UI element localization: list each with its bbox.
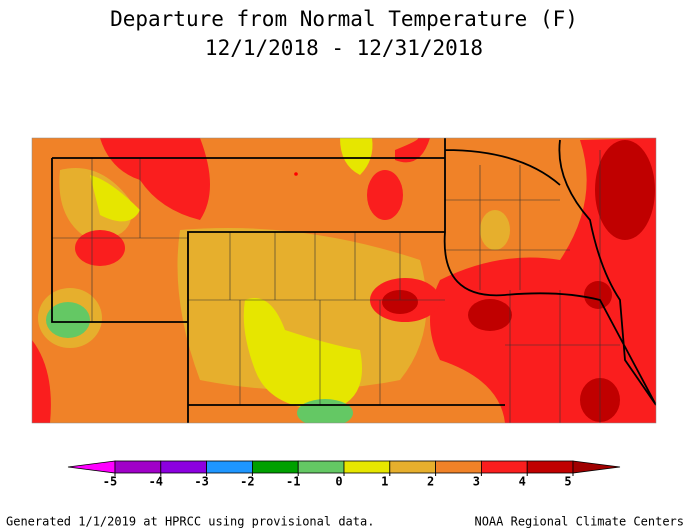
legend-tick-label: 2 [427,475,434,489]
legend-tick-label: 5 [564,475,571,489]
legend-bin [526,460,574,474]
map-frame [31,137,657,424]
legend-bin [206,460,253,474]
legend-tick-label: 4 [519,475,526,489]
legend-tick-label: -5 [103,475,117,489]
legend-bin [160,460,208,474]
subtitle: 12/1/2018 - 12/31/2018 [205,36,483,60]
legend-arrow-high [572,460,621,474]
legend-tick-label: -2 [240,475,254,489]
legend-tick-label: 1 [381,475,388,489]
legend-tick-label: -3 [194,475,208,489]
title: Departure from Normal Temperature (F) [110,7,578,31]
legend-bin [343,460,391,474]
legend-bin [389,460,436,474]
legend-bin [480,460,528,474]
legend-bin [297,460,345,474]
legend-bin [114,460,162,474]
color-legend: -5 -4 -3 -2 -1 0 1 2 3 4 5 [67,460,621,489]
legend-bin [435,460,482,474]
map [32,138,656,423]
legend-tick-label: 3 [473,475,480,489]
legend-tick-label: 0 [335,475,342,489]
footer-right: NOAA Regional Climate Centers [474,515,684,529]
legend-tick-label: -1 [286,475,300,489]
legend-arrow-low [67,460,116,474]
state-borders [51,138,656,423]
legend-bin [251,460,299,474]
legend-tick-label: -4 [149,475,163,489]
footer-left: Generated 1/1/2019 at HPRCC using provis… [6,515,374,529]
